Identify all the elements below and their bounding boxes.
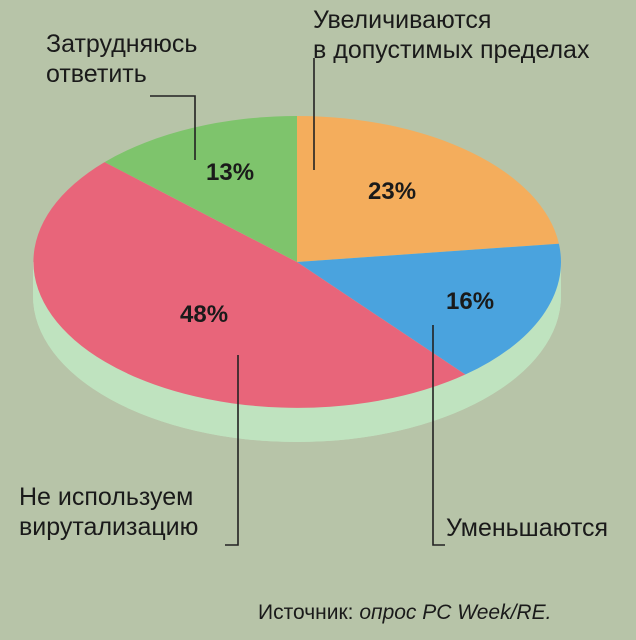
label-increase-line-1: Увеличиваются	[313, 6, 491, 34]
leader-line-not-used	[225, 355, 239, 546]
source-prefix: Источник:	[258, 601, 359, 624]
label-increase: Увеличиваются в допустимых пределах	[313, 6, 590, 64]
label-unsure-line-2: ответить	[46, 60, 147, 88]
label-decrease-line-1: Уменьшаются	[446, 514, 608, 542]
source-text: опрос PC Week/RE.	[359, 601, 551, 624]
label-unsure: Затрудняюсь ответить	[46, 30, 204, 88]
value-label-increase: 23%	[368, 178, 416, 205]
value-label-not-used: 48%	[180, 301, 228, 328]
pie-slice-decrease	[297, 243, 561, 375]
leader-line-unsure	[150, 95, 196, 160]
label-not-used-line-1: Не используем	[19, 483, 193, 511]
value-label-decrease: 16%	[446, 288, 494, 315]
label-increase-line-2: в допустимых пределах	[313, 36, 590, 64]
pie-slices	[33, 116, 561, 408]
value-label-unsure: 13%	[206, 159, 254, 186]
label-not-used: Не используем вирутализацию	[19, 483, 200, 541]
label-unsure-line-1: Затрудняюсь	[46, 30, 197, 58]
label-decrease: Уменьшаются	[446, 514, 608, 542]
label-not-used-line-2: вирутализацию	[19, 513, 198, 541]
leader-line-decrease	[432, 325, 445, 546]
pie-slice-increase	[297, 116, 559, 262]
pie-slice-unsure	[104, 116, 297, 262]
source-note: Источник: опрос PC Week/RE.	[258, 601, 551, 624]
pie-slice-not-used	[33, 162, 466, 408]
